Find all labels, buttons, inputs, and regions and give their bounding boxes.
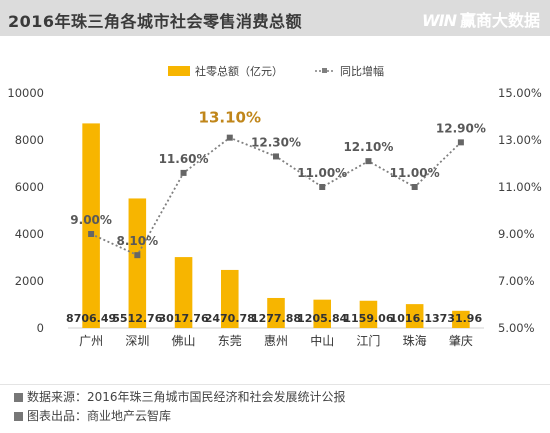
bullet-square-icon (14, 393, 23, 402)
growth-value-label: 12.10% (343, 140, 393, 154)
growth-point (88, 231, 95, 237)
growth-point (319, 184, 326, 190)
legend-line-marker (322, 68, 327, 73)
growth-value-label: 11.00% (297, 166, 347, 180)
growth-value-label: 12.30% (251, 135, 301, 149)
y-left-tick-label: 8000 (15, 133, 44, 147)
y-right-tick-label: 7.00% (498, 274, 535, 288)
bar-惠州 (267, 297, 285, 328)
brand-logo: WIN 赢商大数据 (422, 7, 540, 31)
growth-point (273, 153, 279, 160)
x-tick-label: 江门 (356, 333, 380, 348)
legend-bar-swatch (168, 66, 190, 76)
growth-point (226, 134, 233, 141)
legend-bar-label: 社零总额（亿元） (195, 64, 283, 78)
bar-value-label: 1277.88 (251, 312, 301, 325)
x-tick-label: 佛山 (172, 334, 196, 348)
chart-title: 2016年珠三角各城市社会零售消费总额 (8, 12, 303, 31)
bullet-square-icon (14, 412, 23, 421)
growth-value-label: 11.00% (390, 166, 440, 180)
growth-value-label: 8.10% (117, 234, 159, 248)
bar-深圳 (128, 198, 147, 328)
x-tick-label: 中山 (310, 333, 334, 348)
bar-中山 (313, 299, 332, 328)
bar-value-label: 5512.76 (112, 312, 162, 325)
x-tick-label: 珠海 (403, 333, 427, 348)
growth-point (180, 169, 187, 176)
x-tick-label: 东莞 (218, 334, 242, 348)
x-tick-label: 深圳 (125, 334, 149, 348)
divider (0, 384, 550, 385)
growth-value-label: 12.90% (436, 121, 486, 135)
y-right-tick-label: 5.00% (498, 321, 535, 335)
legend-line-label: 同比增幅 (340, 64, 384, 78)
y-left-tick-label: 4000 (15, 227, 44, 241)
bar-value-label: 3017.76 (159, 312, 209, 325)
bar-value-label: 1159.06 (343, 312, 393, 325)
growth-point (411, 184, 418, 190)
chart-footer: 数据来源：2016年珠三角城市国民经济和社会发展统计公报 图表出品：商业地产云智… (14, 388, 346, 426)
y-right-tick-label: 9.00% (498, 227, 535, 241)
bar-value-label: 2470.78 (205, 312, 255, 325)
x-tick-label: 肇庆 (449, 333, 473, 348)
y-right-tick-label: 13.00% (498, 133, 542, 147)
bar-肇庆 (452, 310, 470, 328)
x-tick-label: 广州 (79, 334, 103, 348)
bar-value-label: 1205.84 (297, 312, 347, 325)
growth-value-label: 11.60% (159, 152, 209, 166)
brand-name: 赢商大数据 (459, 11, 540, 30)
bar-value-label: 731.96 (440, 312, 483, 325)
growth-point (365, 158, 372, 165)
title-bar: 2016年珠三角各城市社会零售消费总额 WIN 赢商大数据 (0, 0, 550, 36)
growth-point (457, 139, 464, 146)
y-left-tick-label: 2000 (15, 274, 44, 288)
bar-广州 (82, 123, 100, 328)
growth-point (134, 252, 141, 259)
y-left-tick-label: 6000 (15, 180, 44, 194)
bar-江门 (359, 300, 378, 328)
data-source: 数据来源：2016年珠三角城市国民经济和社会发展统计公报 (27, 390, 346, 404)
data-source-line: 数据来源：2016年珠三角城市国民经济和社会发展统计公报 (14, 388, 346, 407)
y-left-tick-label: 0 (37, 321, 44, 335)
y-right-tick-label: 11.00% (498, 180, 542, 194)
x-tick-label: 惠州 (264, 334, 288, 348)
y-left-tick-label: 10000 (7, 86, 44, 100)
producer-line: 图表出品：商业地产云智库 (14, 407, 346, 426)
growth-value-label: 13.10% (199, 109, 261, 127)
y-right-tick-label: 15.00% (498, 86, 542, 100)
chart-producer: 图表出品：商业地产云智库 (27, 409, 172, 423)
brand-mark: WIN (421, 11, 457, 30)
bar-value-label: 8706.49 (66, 312, 116, 325)
combo-chart: 社零总额（亿元） 同比增幅 0 2000 4000 6000 8000 10000 5.00% 7… (7, 64, 542, 348)
bar-东莞 (220, 269, 239, 328)
bar-佛山 (174, 257, 193, 328)
growth-value-label: 9.00% (70, 213, 112, 227)
bar-value-label: 1016.13 (390, 312, 440, 325)
bar-珠海 (405, 304, 424, 328)
